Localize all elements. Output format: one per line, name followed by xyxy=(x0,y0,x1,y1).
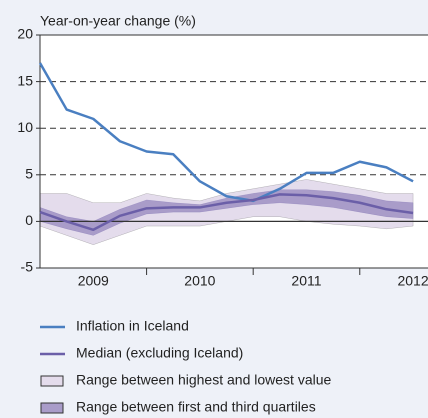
x-tick-label: 2011 xyxy=(291,273,321,289)
x-tick-label: 2012 xyxy=(397,273,428,289)
series-line xyxy=(39,193,414,232)
legend-swatch xyxy=(40,402,64,414)
x-tick-label: 2010 xyxy=(184,273,215,289)
y-tick-label: 5 xyxy=(25,166,33,182)
legend-label: Median (excluding Iceland) xyxy=(76,345,243,361)
y-tick-label: 15 xyxy=(17,72,33,88)
legend-label: Inflation in Iceland xyxy=(76,318,189,334)
legend-label: Range between highest and lowest value xyxy=(76,372,332,388)
y-tick-label: 10 xyxy=(17,119,33,135)
band xyxy=(39,189,414,236)
y-axis-label: Year-on-year change (%) xyxy=(40,13,196,29)
y-tick-label: 0 xyxy=(25,212,33,228)
series-line xyxy=(38,62,414,203)
x-tick-label: 2009 xyxy=(78,273,109,289)
y-tick-label: -5 xyxy=(21,259,34,275)
legend-swatch xyxy=(40,375,64,387)
legend-label: Range between first and third quartiles xyxy=(76,399,316,415)
y-tick-label: 20 xyxy=(17,26,33,42)
